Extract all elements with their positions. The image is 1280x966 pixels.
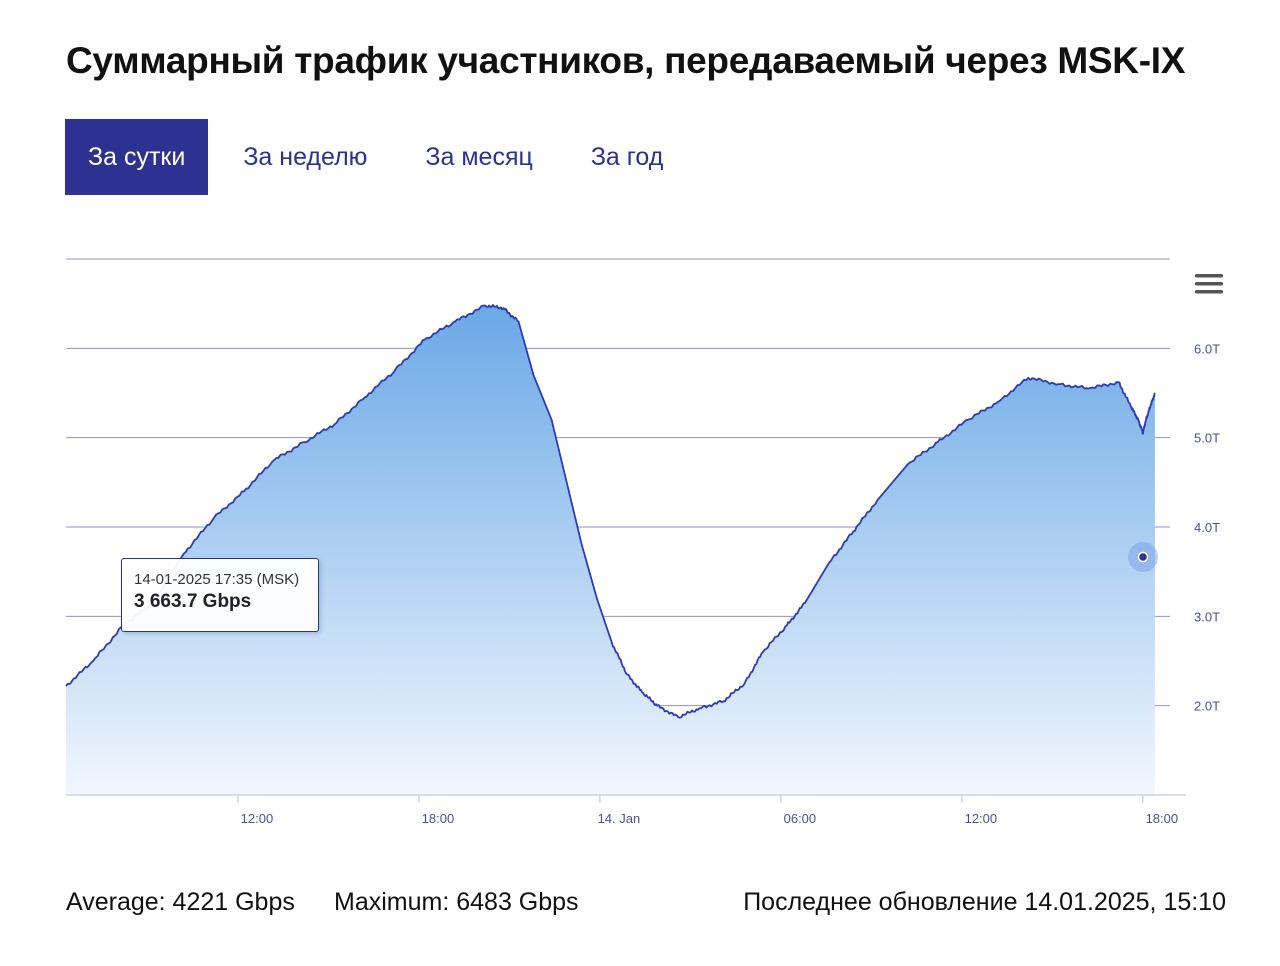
tooltip-time: 14-01-2025 17:35 (MSK) xyxy=(134,571,300,588)
x-tick-label: 18:00 xyxy=(422,811,455,826)
last-update: Последнее обновление 14.01.2025, 15:10 xyxy=(743,888,1226,916)
traffic-line xyxy=(65,304,1156,719)
page-title: Суммарный трафик участников, передаваемы… xyxy=(66,40,1186,81)
chart-menu-icon[interactable] xyxy=(1190,268,1228,300)
x-tick-label: 18:00 xyxy=(1146,811,1179,826)
tooltip-value: 3 663.7 Gbps xyxy=(134,591,252,612)
average-stat: Average: 4221 Gbps xyxy=(66,888,295,916)
y-tick-label: 2.0T xyxy=(1194,699,1220,714)
tab-day[interactable]: За сутки xyxy=(65,119,209,195)
maximum-stat: Maximum: 6483 Gbps xyxy=(334,888,579,916)
tab-week[interactable]: За неделю xyxy=(243,142,368,171)
x-tick-label: 14. Jan xyxy=(598,811,641,826)
period-tabs: За сутки За неделю За месяц За год xyxy=(65,119,686,195)
hover-marker-dot xyxy=(1137,551,1149,563)
chart-tooltip: 14-01-2025 17:35 (MSK) 3 663.7 Gbps xyxy=(121,558,319,632)
y-tick-label: 3.0T xyxy=(1194,609,1220,624)
tab-year[interactable]: За год xyxy=(590,142,664,171)
x-tick-label: 06:00 xyxy=(784,811,817,826)
traffic-area xyxy=(66,305,1155,795)
traffic-chart: 2.0T 3.0T 4.0T 5.0T 6.0T 12:00 18:00 14. Jan 06:… xyxy=(65,258,1228,826)
y-tick-label: 5.0T xyxy=(1194,431,1220,446)
tab-month[interactable]: За месяц xyxy=(425,142,533,171)
x-tick-label: 12:00 xyxy=(241,811,274,826)
x-tick-label: 12:00 xyxy=(965,811,998,826)
y-tick-label: 6.0T xyxy=(1194,341,1220,356)
y-tick-label: 4.0T xyxy=(1194,520,1220,535)
